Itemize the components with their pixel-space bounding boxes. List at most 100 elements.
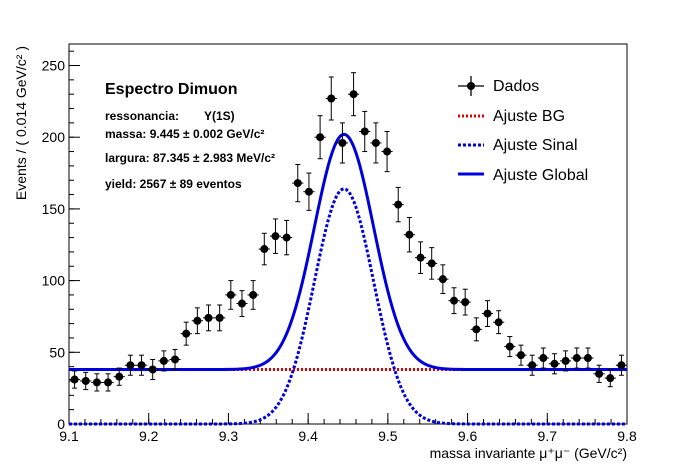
x-tick-label: 9.2 <box>139 428 159 444</box>
data-point <box>147 358 159 381</box>
data-point <box>102 373 114 392</box>
data-point <box>325 76 337 121</box>
data-point <box>348 72 360 117</box>
data-point <box>504 336 516 358</box>
data-point-marker <box>126 361 135 370</box>
data-point <box>560 350 572 372</box>
data-point-marker <box>215 313 224 322</box>
annotation-mass: massa: 9.445 ± 0.002 GeV/c² <box>105 127 264 141</box>
x-tick-label: 9.6 <box>458 428 478 444</box>
annotation-title: Espectro Dimuon <box>105 81 237 98</box>
data-point-marker <box>81 376 90 385</box>
legend: Dados Ajuste BG Ajuste Sinal Ajuste Glob… <box>458 76 588 184</box>
data-point <box>615 354 627 376</box>
data-point <box>80 371 92 391</box>
legend-signal-label: Ajuste Sinal <box>493 137 578 154</box>
data-point-marker <box>293 179 302 188</box>
data-point <box>113 367 125 386</box>
data-point-marker <box>450 296 459 305</box>
data-point <box>191 307 203 335</box>
data-point <box>493 310 505 335</box>
data-point <box>571 347 583 369</box>
data-point <box>526 354 538 376</box>
data-point <box>470 317 482 342</box>
data-point <box>459 288 471 316</box>
x-tick-label: 9.4 <box>298 428 318 444</box>
data-point <box>158 350 170 372</box>
data-point <box>247 280 259 310</box>
y-tick-label: 150 <box>42 201 66 217</box>
data-point-marker <box>282 233 291 242</box>
data-point <box>303 172 315 211</box>
data-point <box>258 232 270 266</box>
data-point-marker <box>561 356 570 365</box>
data-point <box>448 287 460 315</box>
data-point-marker <box>583 354 592 363</box>
legend-global-label: Ajuste Global <box>493 167 588 184</box>
x-tick-label: 9.7 <box>538 428 558 444</box>
x-tick-label: 9.3 <box>219 428 239 444</box>
data-point <box>180 321 192 346</box>
y-tick-label: 100 <box>42 273 66 289</box>
data-point-marker <box>70 375 79 384</box>
data-point <box>515 344 527 366</box>
y-axis-label: Events / ( 0.014 GeV/c² ) <box>13 46 29 200</box>
data-point-marker <box>494 318 503 327</box>
y-tick-label: 0 <box>57 416 65 432</box>
data-point-marker <box>182 329 191 338</box>
data-point <box>537 347 549 369</box>
data-point <box>69 370 81 389</box>
legend-dados-label: Dados <box>493 78 539 95</box>
data-point-marker <box>550 359 559 368</box>
data-point-marker <box>505 342 514 351</box>
data-point-marker <box>204 313 213 322</box>
data-point <box>124 354 136 376</box>
y-tick-label: 250 <box>42 58 66 74</box>
data-point-marker <box>461 298 470 307</box>
x-axis-label: massa invariante μ⁺μ⁻ (GeV/c²) <box>430 445 627 461</box>
data-point-marker <box>193 316 202 325</box>
fit-curves <box>69 132 627 426</box>
data-point-marker <box>148 365 157 374</box>
data-point-marker <box>226 290 235 299</box>
data-point <box>403 217 415 253</box>
signal-fit-curve <box>69 187 627 426</box>
y-tick-label: 200 <box>42 129 66 145</box>
data-point <box>236 290 248 317</box>
data-point <box>604 369 616 388</box>
data-point <box>548 353 561 375</box>
legend-dados-marker <box>467 82 475 90</box>
legend-ajuste-bg: Ajuste BG <box>458 108 565 125</box>
data-point <box>214 304 226 332</box>
data-point <box>225 280 237 310</box>
data-point-marker <box>371 138 380 147</box>
data-point-marker <box>572 354 581 363</box>
data-point-marker <box>171 355 180 364</box>
legend-ajuste-sinal: Ajuste Sinal <box>458 137 578 154</box>
data-point-marker <box>159 356 168 365</box>
data-point-marker <box>349 90 358 99</box>
data-point-marker <box>472 325 481 334</box>
annotation-resonance-value: Υ(1S) <box>204 109 235 123</box>
data-point-marker <box>92 378 101 387</box>
data-point-marker <box>606 374 615 383</box>
data-point-marker <box>115 372 124 381</box>
data-point-marker <box>316 133 325 142</box>
data-point <box>202 304 215 332</box>
data-point-marker <box>483 309 492 318</box>
data-point <box>292 163 304 203</box>
data-points <box>69 72 627 392</box>
data-point-marker <box>360 127 369 136</box>
x-tick-label: 9.8 <box>617 428 637 444</box>
data-point <box>426 247 438 280</box>
data-point-marker <box>595 369 604 378</box>
data-point <box>281 219 293 256</box>
annotation-yield: yield: 2567 ± 89 eventos <box>105 177 242 191</box>
data-point-marker <box>304 187 313 196</box>
annotation-width: largura: 87.345 ± 2.983 MeV/c² <box>105 151 275 165</box>
data-point-marker <box>516 351 525 360</box>
data-point-marker <box>104 378 113 387</box>
data-point-marker <box>528 361 537 370</box>
data-point <box>169 348 181 371</box>
